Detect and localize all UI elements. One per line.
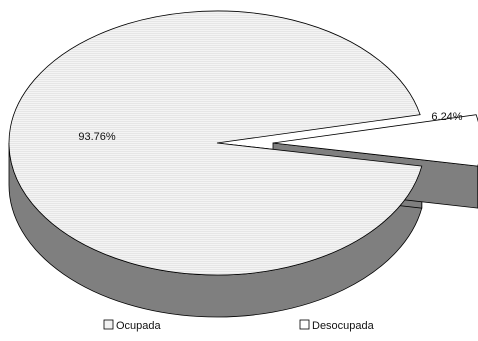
legend-label-desocupada: Desocupada <box>312 320 375 332</box>
slice-ocupada <box>8 10 423 276</box>
slice-label-desocupada: 6.24% <box>431 111 462 123</box>
slice-label-ocupada: 93.76% <box>78 131 116 143</box>
legend-swatch-ocupada <box>103 319 114 330</box>
legend: Ocupada Desocupada <box>103 319 375 332</box>
legend-swatch-desocupada <box>299 319 310 330</box>
legend-label-ocupada: Ocupada <box>116 320 162 332</box>
